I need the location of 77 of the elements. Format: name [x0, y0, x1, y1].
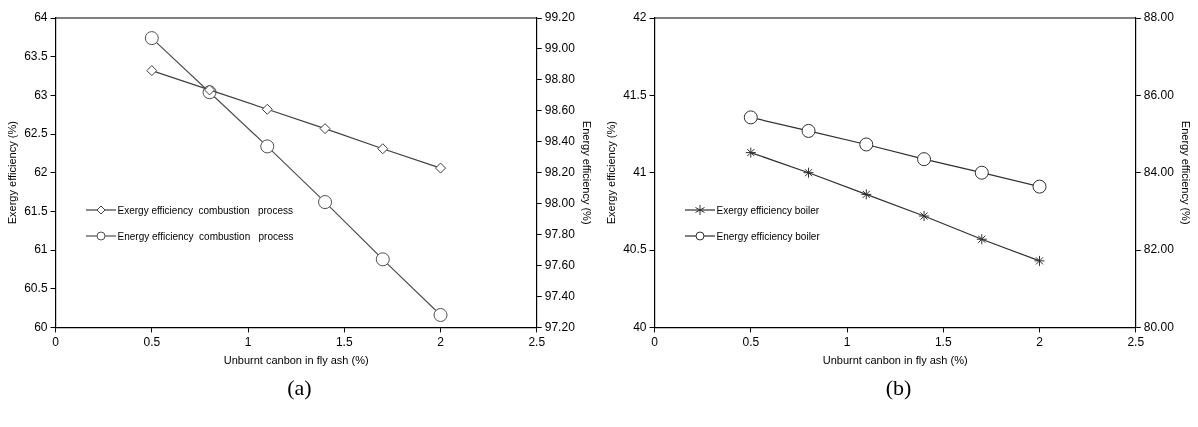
text: (b)	[884, 375, 913, 401]
y-tick-label: 63.5	[24, 48, 48, 63]
point	[318, 195, 333, 210]
legend-label: Energy efficiency boiler	[716, 230, 820, 242]
point	[974, 165, 989, 180]
point	[261, 103, 273, 115]
y-axis-title: Exergy efficiency (%)	[604, 121, 617, 225]
y2-tick-label: 82.00	[1143, 242, 1175, 257]
legend-label: Exergy efficiency boiler	[716, 204, 820, 216]
y-tick-label: 60.5	[24, 281, 48, 296]
legend-label: Energy efficiency combustion process	[117, 230, 294, 242]
y-tick-label: 63	[34, 87, 48, 102]
point	[859, 137, 874, 152]
point	[976, 233, 988, 245]
point	[803, 167, 815, 179]
y-tick-label: 41.5	[623, 87, 647, 102]
y2-tick-label: 98.00	[544, 195, 576, 210]
y2-tick-label: 98.60	[544, 103, 576, 118]
y2-tick-label: 98.80	[544, 72, 576, 87]
point	[1034, 255, 1046, 267]
y-tick-label: 42	[633, 10, 647, 25]
y-tick-label: 64	[34, 10, 48, 25]
y2-tick-label: 97.40	[544, 288, 576, 303]
point	[801, 123, 816, 138]
point	[745, 147, 757, 159]
y2-tick-label: 99.20	[544, 10, 576, 25]
x-axis-title: Unburnt canbon in fly ash (%)	[223, 354, 369, 367]
point	[260, 139, 275, 154]
y-tick-label: 41	[633, 165, 647, 180]
y-tick-label: 61.5	[24, 203, 48, 218]
x-tick-label: 2	[1036, 334, 1044, 349]
point	[146, 65, 158, 77]
x-tick-label: 1.5	[335, 334, 353, 349]
y-tick-label: 40	[633, 319, 647, 334]
point	[918, 210, 930, 222]
y2-axis-title: Energy efficiency (%)	[581, 120, 594, 225]
legend-label: Exergy efficiency combustion process	[117, 204, 293, 216]
y2-tick-label: 98.40	[544, 134, 576, 149]
y2-axis-title: Energy efficiency (%)	[1180, 120, 1193, 225]
y2-tick-label: 86.00	[1143, 87, 1175, 102]
y-tick-label: 40.5	[623, 242, 647, 257]
point	[860, 188, 872, 200]
x-tick-label: 1	[843, 334, 851, 349]
y-tick-label: 62	[34, 165, 48, 180]
point	[435, 162, 447, 174]
text: (a)	[286, 375, 313, 401]
y-axis-title: Exergy efficiency (%)	[5, 121, 18, 225]
y2-tick-label: 84.00	[1143, 165, 1175, 180]
y2-tick-label: 98.20	[544, 165, 576, 180]
point	[917, 152, 932, 167]
y2-tick-label: 99.00	[544, 41, 576, 56]
x-tick-label: 0	[52, 334, 60, 349]
point	[433, 308, 448, 323]
y-tick-label: 61	[34, 242, 48, 257]
y-tick-label: 62.5	[24, 126, 48, 141]
point	[375, 252, 390, 267]
point	[319, 123, 331, 135]
point	[204, 84, 216, 96]
y2-tick-label: 97.20	[544, 319, 576, 334]
x-tick-label: 0.5	[143, 334, 161, 349]
point	[144, 31, 159, 46]
point	[743, 110, 758, 125]
x-tick-label: 1.5	[934, 334, 952, 349]
y-tick-label: 60	[34, 319, 48, 334]
x-tick-label: 0.5	[742, 334, 760, 349]
y2-tick-label: 80.00	[1143, 319, 1175, 334]
x-tick-label: 2	[437, 334, 445, 349]
y2-tick-label: 97.60	[544, 257, 576, 272]
y2-tick-label: 97.80	[544, 226, 576, 241]
x-tick-label: 2.5	[1127, 334, 1145, 349]
x-tick-label: 0	[651, 334, 659, 349]
point	[1032, 179, 1047, 194]
point	[377, 143, 389, 155]
x-tick-label: 2.5	[528, 334, 546, 349]
x-tick-label: 1	[244, 334, 252, 349]
y2-tick-label: 88.00	[1143, 10, 1175, 25]
x-axis-title: Unburnt canbon in fly ash (%)	[822, 354, 968, 367]
